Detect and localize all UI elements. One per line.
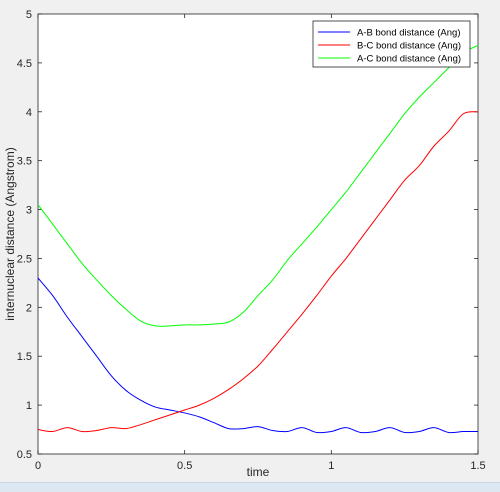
- x-axis-label: time: [247, 465, 270, 479]
- legend-label-bc: B-C bond distance (Ang): [357, 41, 461, 52]
- y-tick-label: 3.5: [17, 156, 32, 168]
- x-tick-label: 0.5: [177, 460, 192, 472]
- legend-label-ab: A-B bond distance (Ang): [357, 28, 461, 39]
- series-line-a-b-bond-distance-ang: [37, 277, 479, 434]
- window-bottom-strip: [0, 482, 500, 492]
- y-tick-label: 1.5: [17, 351, 32, 363]
- y-tick-label: 5: [26, 9, 32, 21]
- y-tick-label: 3: [26, 205, 32, 217]
- series-lines: [37, 44, 479, 434]
- x-tick-label: 0: [35, 460, 41, 472]
- y-tick-label: 4: [26, 107, 32, 119]
- legend-label-ac: A-C bond distance (Ang): [357, 54, 461, 65]
- legend: A-B bond distance (Ang) B-C bond distanc…: [312, 20, 471, 68]
- series-line-b-c-bond-distance-ang: [37, 111, 479, 433]
- y-tick-label: 0.5: [17, 449, 32, 461]
- plot-area: [37, 13, 479, 455]
- legend-box: [312, 20, 471, 68]
- y-tick-label: 4.5: [17, 58, 32, 70]
- y-tick-label: 2.5: [17, 253, 32, 265]
- series-line-a-c-bond-distance-ang: [37, 44, 479, 327]
- x-tick-label: 1: [328, 460, 334, 472]
- x-tick-label: 1.5: [470, 460, 485, 472]
- y-tick-label: 1: [26, 400, 32, 412]
- y-tick-label: 2: [26, 302, 32, 314]
- y-axis-label: internuclear distance (Angstrom): [3, 147, 17, 320]
